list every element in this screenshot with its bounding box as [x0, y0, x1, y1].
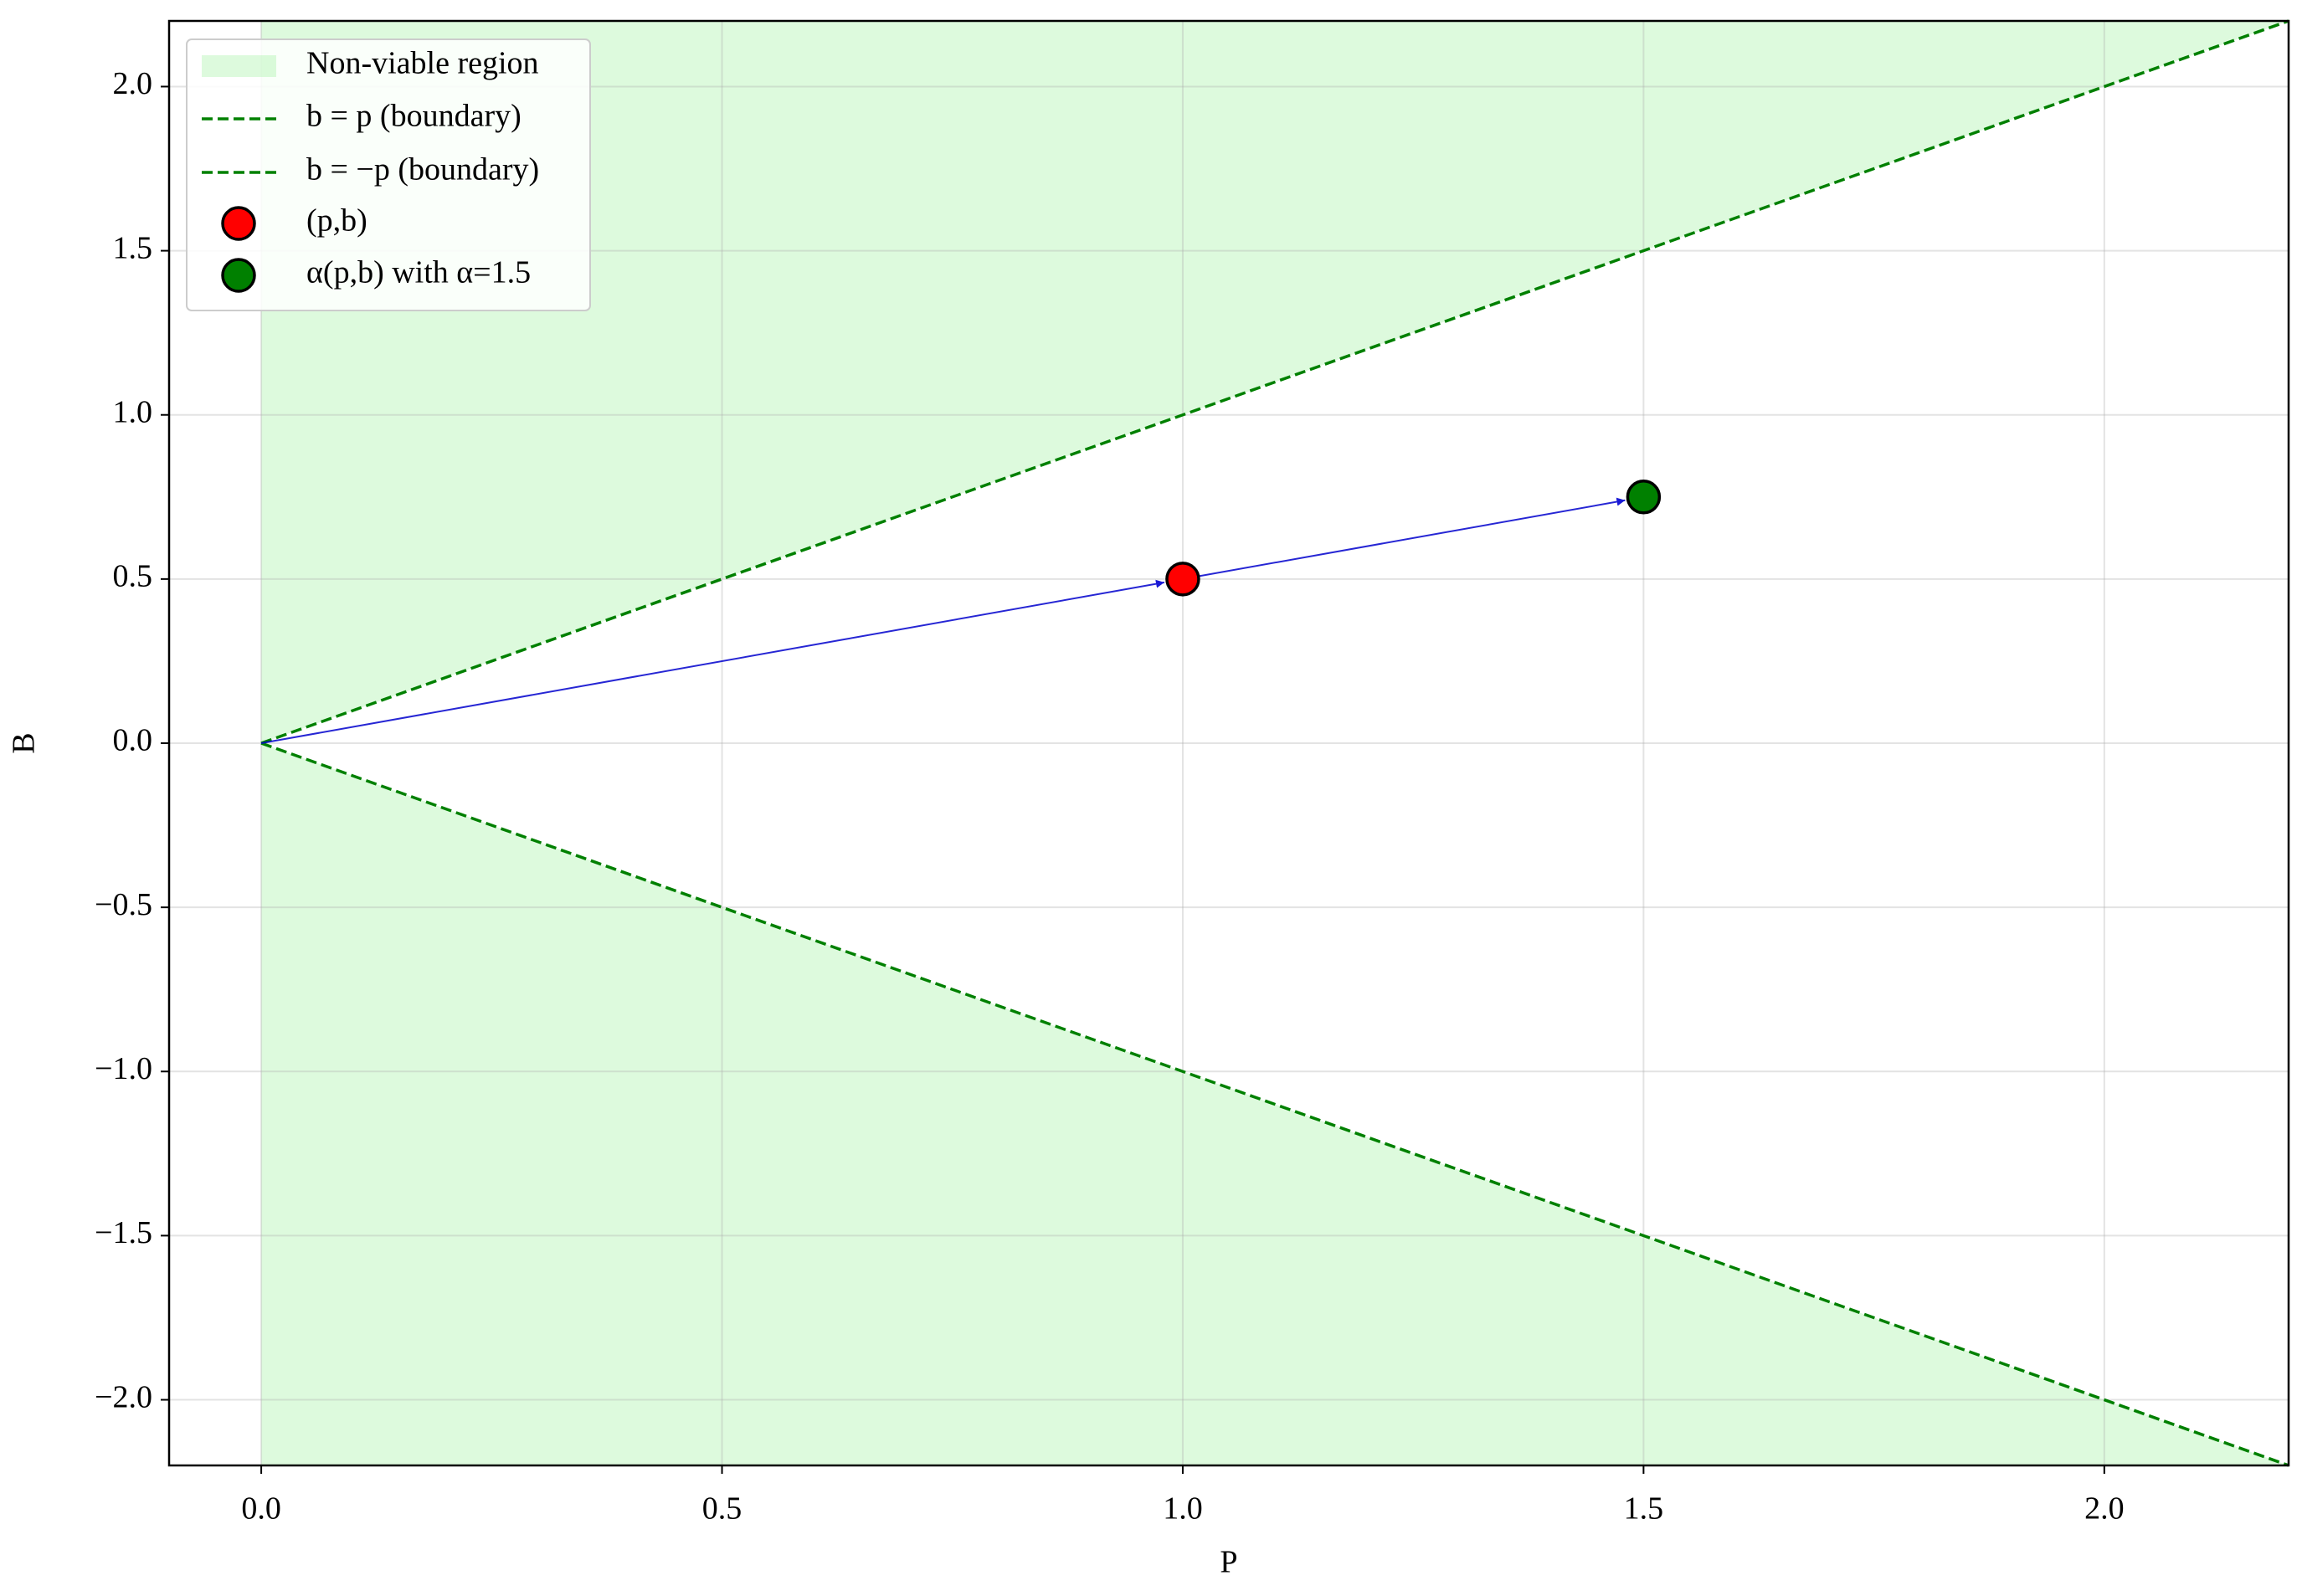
y-tick-label: 1.5: [113, 230, 153, 265]
y-tick-label: 0.0: [113, 723, 153, 758]
x-axis-label: P: [1220, 1545, 1237, 1580]
y-tick-label: −0.5: [95, 887, 152, 922]
x-tick-label: 1.5: [1624, 1491, 1664, 1527]
y-tick-label: −2.0: [95, 1379, 152, 1414]
y-tick-label: 0.5: [113, 559, 153, 594]
x-tick-label: 1.0: [1163, 1491, 1203, 1527]
legend-label: Non-viable region: [306, 46, 539, 81]
arrow: [260, 579, 1165, 744]
legend-label: b = −p (boundary): [306, 152, 539, 187]
boundary-line: [260, 742, 2289, 1467]
legend-label: (p,b): [306, 203, 367, 239]
y-tick-label: 2.0: [113, 66, 153, 101]
arrow: [1182, 497, 1626, 580]
legend-label: b = p (boundary): [306, 99, 522, 134]
legend-swatch: [221, 206, 256, 241]
legend: Non-viable region b = p (boundary) b = −p …: [186, 38, 591, 311]
legend-frame: [186, 38, 591, 311]
point: [1626, 480, 1662, 515]
legend-swatch: [202, 55, 276, 77]
plot-frame: [167, 19, 2290, 1467]
boundary-line: [260, 19, 2289, 745]
y-tick-label: 1.0: [113, 394, 153, 429]
y-axis-label: B: [7, 732, 42, 753]
y-tick-label: −1.5: [95, 1215, 152, 1250]
point: [1165, 562, 1200, 597]
x-tick-label: 0.0: [241, 1491, 281, 1527]
x-tick-label: 2.0: [2084, 1491, 2125, 1527]
x-tick-label: 0.5: [702, 1491, 742, 1527]
legend-label: α(p,b) with α=1.5: [306, 255, 531, 290]
legend-swatch: [221, 258, 256, 293]
y-tick-label: −1.0: [95, 1051, 152, 1086]
